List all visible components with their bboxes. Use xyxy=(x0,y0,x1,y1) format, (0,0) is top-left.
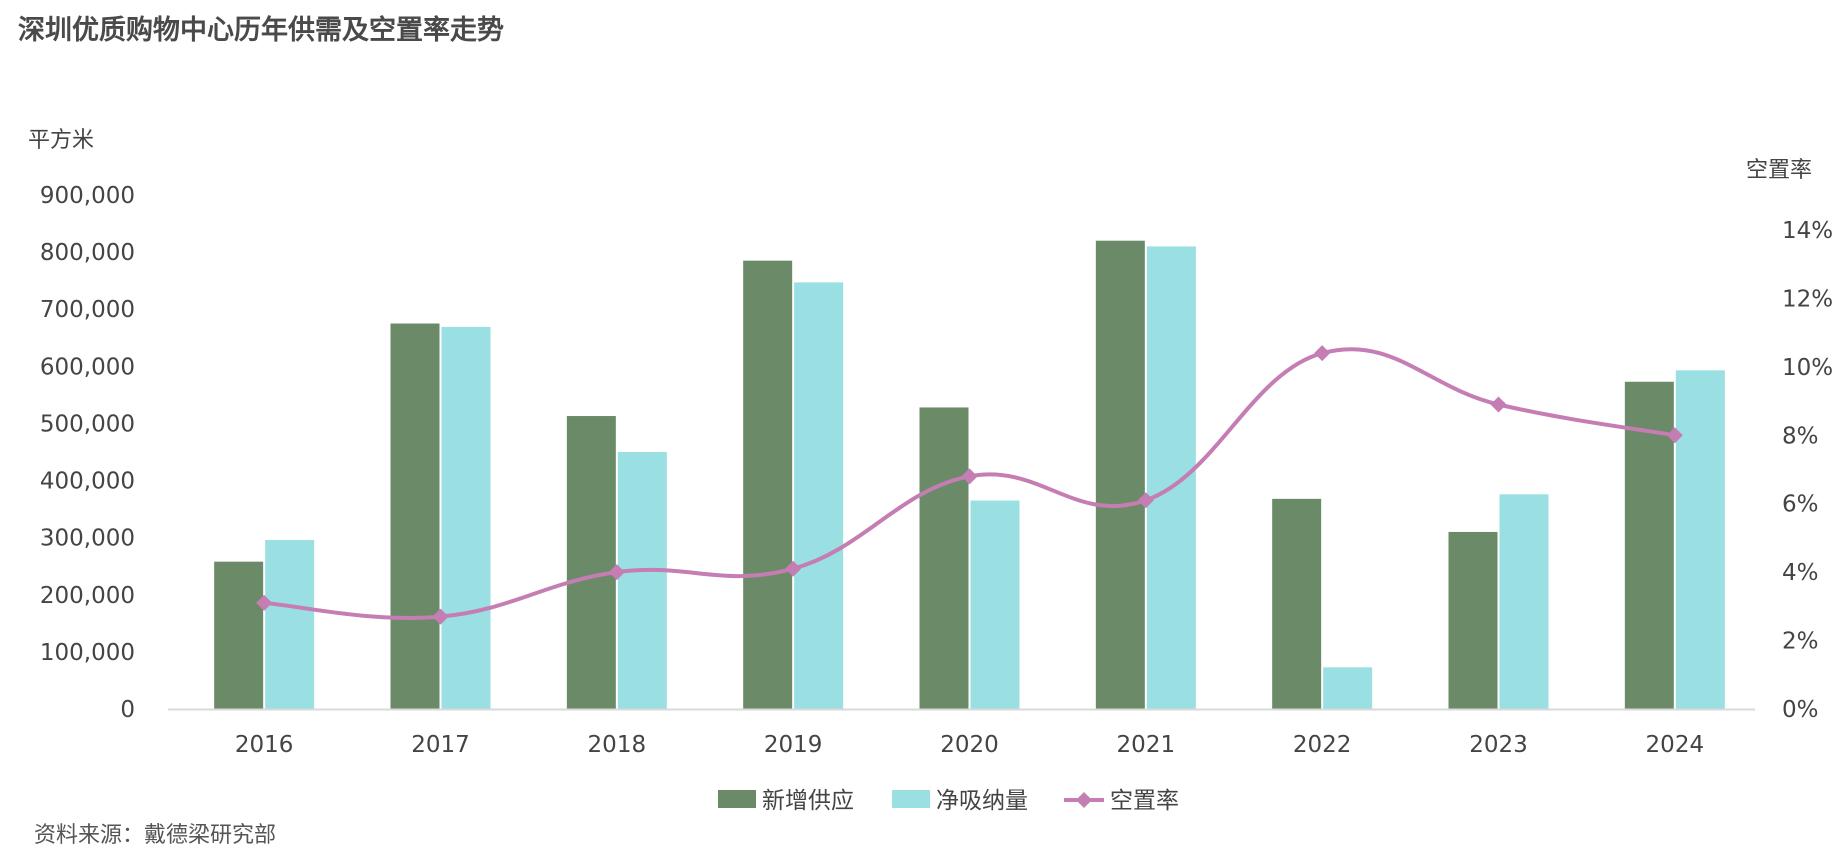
vacancy-rate-point xyxy=(785,560,802,577)
bar-supply xyxy=(919,407,969,709)
legend-marker-vacancy xyxy=(1076,792,1092,808)
y-left-tick-label: 900,000 xyxy=(40,183,135,209)
vacancy-rate-point xyxy=(1314,345,1331,362)
y-right-tick-label: 10% xyxy=(1782,355,1833,381)
bar-supply xyxy=(214,561,264,709)
bar-absorption xyxy=(970,500,1020,709)
bar-absorption xyxy=(1499,494,1549,709)
y-left-tick-label: 700,000 xyxy=(40,297,135,323)
y-left-tick-label: 300,000 xyxy=(40,526,135,552)
source-note: 资料来源：戴德梁研究部 xyxy=(34,823,277,848)
bar-absorption xyxy=(617,452,667,709)
x-tick-label: 2023 xyxy=(1469,732,1528,758)
chart-title: 深圳优质购物中心历年供需及空置率走势 xyxy=(18,15,504,46)
legend-label-supply: 新增供应 xyxy=(762,788,854,814)
y-left-tick-label: 400,000 xyxy=(40,469,135,495)
y-left-tick-label: 600,000 xyxy=(40,354,135,380)
x-tick-label: 2020 xyxy=(940,732,999,758)
vacancy-rate-point xyxy=(608,564,625,581)
bar-absorption xyxy=(1323,667,1373,709)
y-right-tick-label: 6% xyxy=(1782,492,1819,518)
y-right-tick-label: 2% xyxy=(1782,629,1819,655)
y-left-axis-title: 平方米 xyxy=(28,128,94,153)
vacancy-rate-point xyxy=(961,468,978,485)
bar-supply xyxy=(1095,240,1145,709)
vacancy-rate-point xyxy=(256,594,273,611)
x-tick-label: 2024 xyxy=(1646,732,1705,758)
y-left-tick-label: 0 xyxy=(120,697,135,723)
bar-supply xyxy=(1624,381,1674,709)
y-right-tick-label: 12% xyxy=(1782,286,1833,312)
bar-supply xyxy=(390,323,440,709)
vacancy-rate-point xyxy=(432,608,449,625)
x-tick-label: 2016 xyxy=(235,732,294,758)
vacancy-rate-point xyxy=(1490,396,1507,413)
bar-absorption xyxy=(1146,246,1196,709)
bar-supply xyxy=(1448,531,1498,709)
bar-absorption xyxy=(794,282,844,709)
y-right-tick-label: 14% xyxy=(1782,218,1833,244)
y-right-tick-label: 0% xyxy=(1782,697,1819,723)
legend-swatch-absorption xyxy=(892,790,930,808)
bar-supply xyxy=(743,260,793,709)
x-tick-label: 2018 xyxy=(588,732,647,758)
vacancy-rate-line xyxy=(264,347,1676,620)
y-right-tick-label: 8% xyxy=(1782,423,1819,449)
y-left-tick-label: 200,000 xyxy=(40,583,135,609)
bar-supply xyxy=(1272,498,1322,709)
bar-supply xyxy=(566,416,616,709)
y-right-axis-title: 空置率 xyxy=(1746,158,1812,183)
legend-swatch-supply xyxy=(718,790,756,808)
x-tick-label: 2022 xyxy=(1293,732,1352,758)
bar-absorption xyxy=(1675,370,1725,709)
x-tick-label: 2021 xyxy=(1117,732,1176,758)
vacancy-rate-point xyxy=(1137,492,1154,509)
x-tick-label: 2019 xyxy=(764,732,823,758)
bar-absorption xyxy=(265,539,315,709)
vacancy-rate-point xyxy=(1666,427,1683,444)
legend-label-vacancy: 空置率 xyxy=(1110,788,1179,814)
x-tick-label: 2017 xyxy=(411,732,470,758)
y-right-tick-label: 4% xyxy=(1782,560,1819,586)
legend-label-absorption: 净吸纳量 xyxy=(936,788,1028,814)
y-left-tick-label: 500,000 xyxy=(40,411,135,437)
y-left-tick-label: 800,000 xyxy=(40,240,135,266)
y-left-tick-label: 100,000 xyxy=(40,640,135,666)
bar-absorption xyxy=(441,326,491,709)
